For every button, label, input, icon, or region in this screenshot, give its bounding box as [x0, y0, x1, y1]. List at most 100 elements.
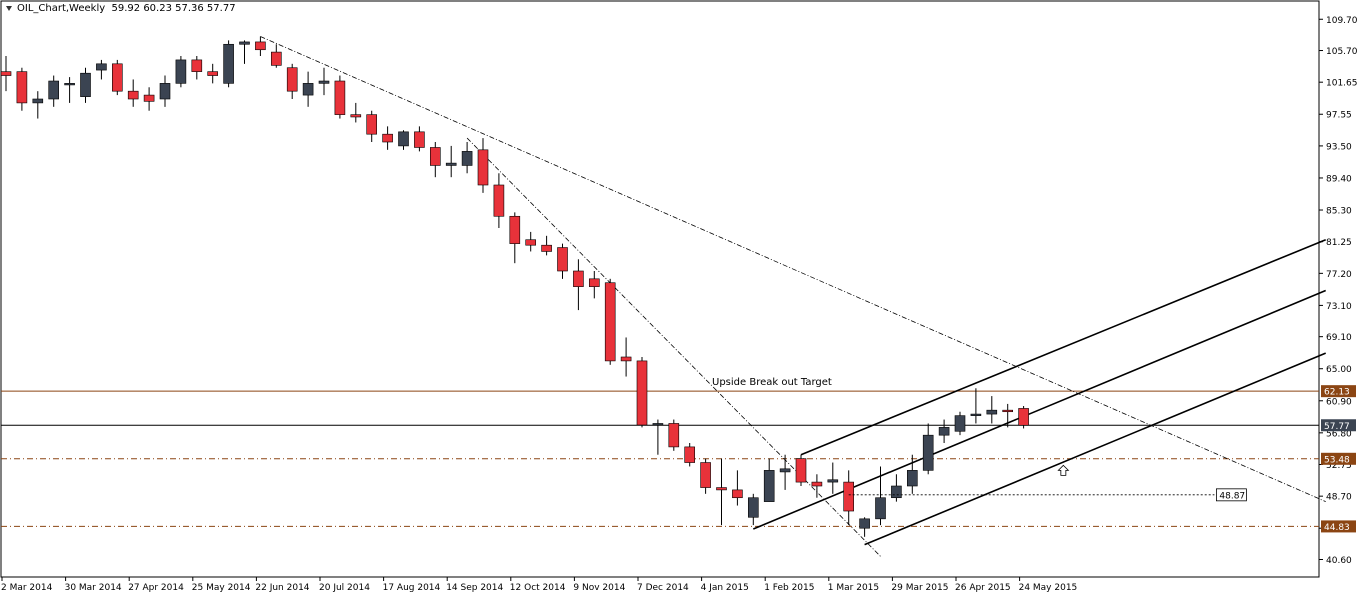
candle-bull[interactable] — [859, 518, 870, 529]
candle-bear[interactable] — [732, 489, 743, 499]
candle-bear[interactable] — [588, 278, 600, 287]
candle-bull[interactable] — [827, 479, 839, 483]
target-price-label: 48.87 — [1219, 491, 1245, 501]
candle-bull[interactable] — [461, 151, 473, 166]
candle-bear[interactable] — [207, 71, 218, 76]
target-annotation-label: Upside Break out Target — [712, 377, 832, 388]
candle-bull[interactable] — [223, 43, 234, 84]
x-tick-label: 30 Mar 2014 — [65, 583, 122, 593]
channel-line[interactable] — [864, 352, 1327, 546]
candle-bear[interactable] — [843, 481, 855, 512]
candle-bear[interactable] — [636, 360, 648, 426]
candle-bull[interactable] — [159, 83, 171, 100]
candle-bull[interactable] — [986, 409, 998, 415]
candle-bull[interactable] — [763, 470, 775, 502]
candle-bear[interactable] — [255, 41, 266, 51]
candle-bull[interactable] — [970, 413, 982, 416]
candle-bull[interactable] — [938, 427, 950, 436]
y-tick-label: 56.80 — [1326, 429, 1352, 439]
candle-bear[interactable] — [493, 184, 505, 217]
candle-bear[interactable] — [414, 131, 425, 148]
candle-bear[interactable] — [270, 51, 282, 66]
candle-bull[interactable] — [747, 497, 759, 518]
chart-header: OIL_Chart,Weekly 59.92 60.23 57.36 57.77 — [6, 3, 236, 14]
candle-bull[interactable] — [875, 497, 886, 520]
candle-bull[interactable] — [96, 63, 107, 71]
x-tick-label: 29 Mar 2015 — [891, 583, 948, 593]
y-tick-label: 69.10 — [1326, 333, 1352, 343]
candle-bull[interactable] — [922, 434, 934, 471]
candle-bull[interactable] — [891, 485, 902, 499]
price-badge-label: 44.83 — [1324, 523, 1350, 533]
candle-bear[interactable] — [286, 67, 298, 92]
candle-bull[interactable] — [175, 59, 187, 84]
candle-bear[interactable] — [620, 356, 632, 362]
candle-bear[interactable] — [16, 71, 28, 104]
candle-bull[interactable] — [80, 72, 91, 97]
candle-bull[interactable] — [318, 80, 330, 84]
x-tick-label: 25 May 2014 — [192, 583, 251, 593]
channel-line[interactable] — [800, 238, 1327, 456]
x-tick-label: 12 Oct 2014 — [510, 583, 566, 593]
candle-bear[interactable] — [509, 215, 521, 244]
y-tick-label: 52.75 — [1326, 461, 1352, 471]
candle-bull[interactable] — [398, 131, 409, 147]
price-badge-label: 53.48 — [1324, 455, 1350, 465]
candle-bear[interactable] — [573, 270, 584, 287]
candle-bear[interactable] — [127, 90, 139, 100]
candle-bear[interactable] — [350, 114, 362, 118]
candle-bear[interactable] — [700, 462, 711, 488]
y-tick-label: 93.50 — [1326, 142, 1352, 152]
candle-bear[interactable] — [334, 80, 346, 115]
candle-bull[interactable] — [239, 41, 250, 45]
chart-symbol-label: OIL_Chart,Weekly — [17, 3, 106, 14]
ohlc-readout: 59.92 60.23 57.36 57.77 — [111, 3, 236, 14]
candle-bull[interactable] — [48, 80, 60, 100]
candle-bull[interactable] — [779, 468, 791, 473]
candle-bear[interactable] — [477, 149, 489, 186]
candle-bear[interactable] — [604, 282, 616, 362]
candle-bear[interactable] — [525, 239, 537, 246]
candle-bear[interactable] — [112, 63, 123, 92]
candle-bull[interactable] — [906, 470, 918, 487]
trend-line[interactable] — [466, 137, 881, 557]
candle-bear[interactable] — [795, 458, 807, 483]
y-tick-label: 101.65 — [1326, 79, 1358, 89]
price-badge-support — [1321, 520, 1356, 533]
candle-bull[interactable] — [64, 83, 75, 86]
candle-bear[interactable] — [0, 71, 12, 76]
candle-bear[interactable] — [684, 446, 696, 463]
candle-bull[interactable] — [32, 98, 44, 104]
candle-bear[interactable] — [382, 133, 393, 143]
candle-bull[interactable] — [445, 162, 457, 166]
candle-bear[interactable] — [191, 59, 203, 72]
candle-bear[interactable] — [1018, 408, 1029, 426]
y-tick-label: 40.60 — [1326, 556, 1352, 566]
candle-bull[interactable] — [652, 423, 664, 426]
x-tick-label: 7 Dec 2014 — [637, 583, 689, 593]
y-tick-label: 73.10 — [1326, 302, 1352, 312]
plot-area — [0, 0, 1320, 578]
candle-bear[interactable] — [541, 244, 552, 252]
candle-bear[interactable] — [143, 94, 155, 102]
y-tick-label: 77.20 — [1326, 270, 1352, 280]
candle-bear[interactable] — [557, 247, 568, 272]
candle-bear[interactable] — [429, 147, 441, 166]
candle-bull[interactable] — [302, 83, 314, 96]
candle-bear[interactable] — [716, 487, 727, 491]
x-tick-label: 27 Apr 2014 — [128, 583, 184, 593]
y-tick-label: 97.55 — [1326, 111, 1352, 121]
dropdown-triangle-icon[interactable] — [6, 5, 12, 11]
candle-bear[interactable] — [811, 481, 823, 487]
candle-bear[interactable] — [366, 114, 378, 135]
price-badge-label: 57.77 — [1324, 422, 1350, 432]
x-tick-label: 24 May 2015 — [1019, 583, 1078, 593]
candle-bull[interactable] — [954, 415, 966, 432]
candle-bear[interactable] — [668, 423, 680, 448]
price-badge-support — [1321, 452, 1356, 465]
trend-line[interactable] — [260, 36, 1326, 503]
x-tick-label: 1 Feb 2015 — [764, 583, 814, 593]
candle-bear[interactable] — [1002, 409, 1014, 413]
price-badge-resistance — [1321, 385, 1356, 398]
